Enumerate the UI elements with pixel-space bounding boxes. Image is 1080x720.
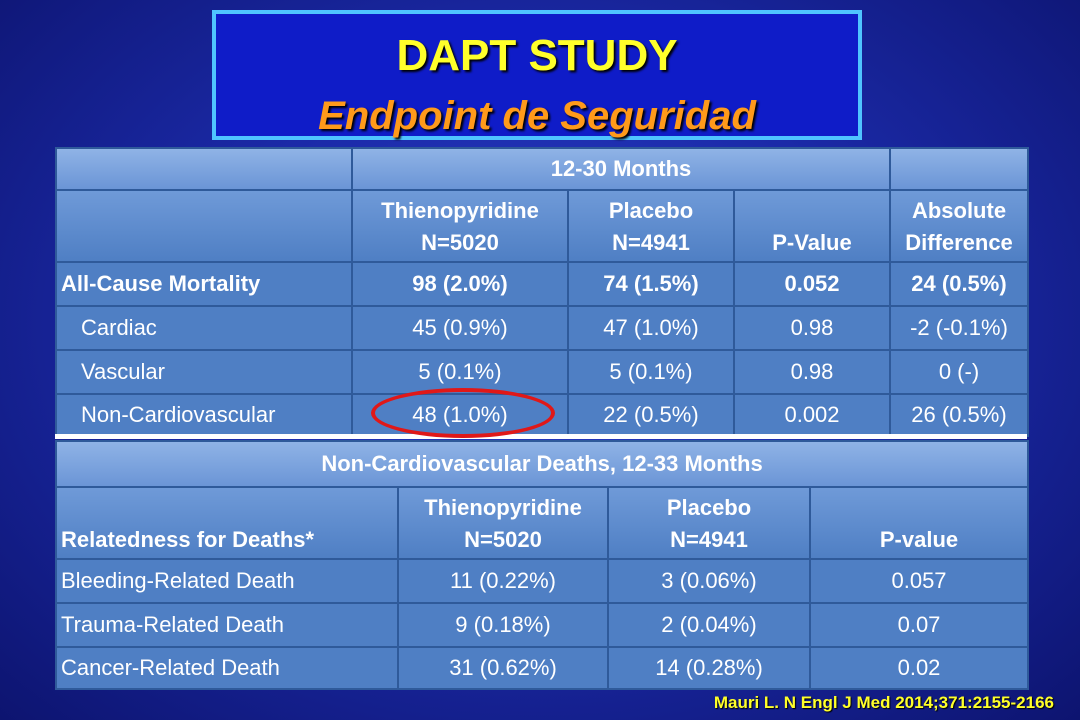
cell-value: 0.057 bbox=[808, 558, 1030, 604]
cell-value: 24 (0.5%) bbox=[889, 261, 1029, 307]
table2-col-thienopyridine: Thienopyridine N=5020 bbox=[397, 486, 609, 560]
cell-value: 22 (0.5%) bbox=[567, 393, 735, 437]
mortality-table: 12-30 Months Thienopyridine N=5020 Place… bbox=[55, 147, 1029, 437]
cell-value: -2 (-0.1%) bbox=[889, 305, 1029, 351]
cell-value: 11 (0.22%) bbox=[397, 558, 609, 604]
col-header-line2: N=5020 bbox=[464, 527, 542, 553]
table-divider bbox=[55, 434, 1027, 439]
col-header-line1: Thienopyridine bbox=[424, 495, 582, 521]
table-row: Cancer-Related Death 31 (0.62%) 14 (0.28… bbox=[55, 646, 1030, 690]
table1-label-header bbox=[55, 189, 353, 263]
cell-value: 31 (0.62%) bbox=[397, 646, 609, 690]
cell-value: 98 (2.0%) bbox=[351, 261, 569, 307]
col-header-line2: Difference bbox=[905, 230, 1013, 256]
cell-value: 45 (0.9%) bbox=[351, 305, 569, 351]
table1-col-pvalue: P-Value bbox=[733, 189, 891, 263]
col-header-line2: P-Value bbox=[772, 230, 852, 256]
table1-col-absolute-difference: Absolute Difference bbox=[889, 189, 1029, 263]
row-label: Cardiac bbox=[55, 305, 353, 351]
row-label: Cancer-Related Death bbox=[55, 646, 399, 690]
table2-col-pvalue: P-value bbox=[808, 486, 1030, 560]
col-header-line2: N=4941 bbox=[612, 230, 690, 256]
cell-value: 47 (1.0%) bbox=[567, 305, 735, 351]
table1-corner-right bbox=[889, 147, 1029, 191]
table-row: Trauma-Related Death 9 (0.18%) 2 (0.04%)… bbox=[55, 602, 1030, 648]
cell-value: 74 (1.5%) bbox=[567, 261, 735, 307]
table1-period-header: 12-30 Months bbox=[351, 147, 891, 191]
col-header-line1: Absolute bbox=[911, 198, 1007, 224]
cell-value: 0.98 bbox=[733, 305, 891, 351]
cell-value: 0.07 bbox=[808, 602, 1030, 648]
citation: Mauri L. N Engl J Med 2014;371:2155-2166 bbox=[713, 693, 1054, 712]
highlight-oval bbox=[371, 388, 555, 438]
table-row: Vascular 5 (0.1%) 5 (0.1%) 0.98 0 (-) bbox=[55, 349, 1029, 395]
slide-subtitle: Endpoint de Seguridad bbox=[318, 94, 756, 138]
cell-value: 0 (-) bbox=[889, 349, 1029, 395]
cell-value: 3 (0.06%) bbox=[607, 558, 811, 604]
table2-col-placebo: Placebo N=4941 bbox=[607, 486, 811, 560]
row-label: Non-Cardiovascular bbox=[55, 393, 353, 437]
table-row: Bleeding-Related Death 11 (0.22%) 3 (0.0… bbox=[55, 558, 1030, 604]
cell-value: 26 (0.5%) bbox=[889, 393, 1029, 437]
row-label: Trauma-Related Death bbox=[55, 602, 399, 648]
col-header-line1: Thienopyridine bbox=[381, 198, 539, 224]
cell-value: 5 (0.1%) bbox=[567, 349, 735, 395]
title-box: DAPT STUDY Endpoint de Seguridad bbox=[212, 10, 862, 140]
table1-col-thienopyridine: Thienopyridine N=5020 bbox=[351, 189, 569, 263]
cell-value: 0.002 bbox=[733, 393, 891, 437]
col-header-line1: Placebo bbox=[608, 198, 694, 224]
table1-corner-cell bbox=[55, 147, 353, 191]
table2-period-header: Non-Cardiovascular Deaths, 12-33 Months bbox=[54, 440, 1030, 488]
col-header-line2: P-value bbox=[879, 527, 959, 553]
cell-value: 14 (0.28%) bbox=[607, 646, 811, 690]
col-header-line2: N=5020 bbox=[421, 230, 499, 256]
table-row: Cardiac 45 (0.9%) 47 (1.0%) 0.98 -2 (-0.… bbox=[55, 305, 1029, 351]
noncardiovascular-deaths-table: Non-Cardiovascular Deaths, 12-33 Months … bbox=[54, 440, 1030, 690]
col-header-line2: N=4941 bbox=[670, 527, 748, 553]
table1-col-placebo: Placebo N=4941 bbox=[567, 189, 735, 263]
table2-row-header: Relatedness for Deaths* bbox=[55, 486, 399, 560]
cell-value: 2 (0.04%) bbox=[607, 602, 811, 648]
slide-title: DAPT STUDY bbox=[396, 31, 678, 80]
row-label: Bleeding-Related Death bbox=[55, 558, 399, 604]
row-label: All-Cause Mortality bbox=[55, 261, 353, 307]
cell-value: 0.052 bbox=[733, 261, 891, 307]
cell-value: 0.98 bbox=[733, 349, 891, 395]
row-label: Vascular bbox=[55, 349, 353, 395]
table-row: All-Cause Mortality 98 (2.0%) 74 (1.5%) … bbox=[55, 261, 1029, 307]
col-header-line1: Placebo bbox=[666, 495, 752, 521]
cell-value: 9 (0.18%) bbox=[397, 602, 609, 648]
cell-value: 0.02 bbox=[808, 646, 1030, 690]
